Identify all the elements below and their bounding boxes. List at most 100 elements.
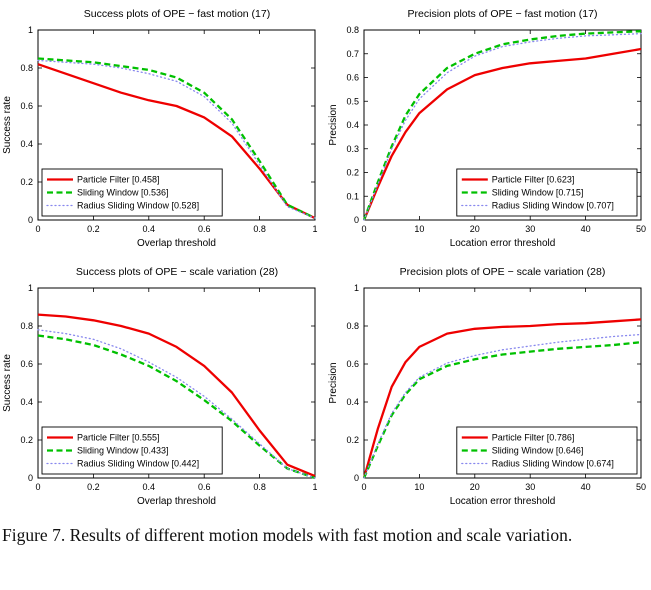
series-line	[362, 318, 642, 479]
y-axis-label: Precision	[328, 104, 339, 145]
y-tick-label: 0.8	[20, 63, 33, 73]
figure-7: Success plots of OPE − fast motion (17) …	[0, 0, 651, 545]
legend-label: Particle Filter [0.458]	[77, 175, 160, 185]
series-line	[362, 30, 642, 221]
y-tick-label: 0	[28, 215, 33, 225]
series-line	[362, 47, 642, 221]
y-tick-label: 1	[28, 283, 33, 293]
series-line	[37, 329, 316, 479]
x-tick-label: 20	[470, 224, 480, 234]
y-tick-label: 0.7	[346, 49, 359, 59]
x-axis-label: Location error threshold	[450, 238, 556, 249]
chart-title-precision-scale-variation: Precision plots of OPE − scale variation…	[399, 266, 606, 278]
y-tick-label: 0.6	[20, 359, 33, 369]
series-line	[363, 333, 642, 479]
y-tick-label: 0	[28, 473, 33, 483]
panel-success-fast-motion: Success plots of OPE − fast motion (17) …	[0, 0, 326, 258]
chart-title-success-fast-motion: Success plots of OPE − fast motion (17)	[83, 8, 271, 20]
x-tick-label: 50	[636, 224, 646, 234]
x-tick-label: 20	[470, 482, 480, 492]
x-tick-label: 10	[414, 482, 424, 492]
y-tick-label: 0.2	[346, 168, 359, 178]
panel-success-scale-variation: Success plots of OPE − scale variation (…	[0, 258, 326, 516]
x-tick-label: 0	[35, 224, 40, 234]
y-tick-label: 0.4	[346, 120, 359, 130]
x-tick-label: 0	[361, 482, 366, 492]
legend-box	[456, 426, 638, 475]
y-tick-label: 0.2	[346, 435, 359, 445]
y-tick-label: 0.2	[20, 435, 33, 445]
plot-canvas-success-scale-variation: 0 0.2 0.4 0.6 0.8 1 0 0.2 0.4 0.6 0.8 1 Overlap thre…	[2, 283, 318, 507]
x-tick-label: 40	[581, 482, 591, 492]
series-line	[362, 341, 642, 479]
legend-label: Sliding Window [0.433]	[77, 446, 169, 456]
x-tick-label: 0.8	[253, 224, 266, 234]
x-tick-label: 30	[525, 482, 535, 492]
y-tick-label: 0.8	[346, 25, 359, 35]
x-tick-label: 0.2	[87, 224, 100, 234]
x-tick-label: 0.8	[253, 482, 266, 492]
x-tick-label: 50	[636, 482, 646, 492]
y-tick-label: 0.2	[20, 177, 33, 187]
y-tick-label: 0.6	[346, 359, 359, 369]
y-tick-label: 1	[28, 25, 33, 35]
y-tick-label: 0.4	[346, 397, 359, 407]
plot-grid: Success plots of OPE − fast motion (17) …	[0, 0, 651, 516]
plot-canvas-precision-scale-variation: 0 10 20 30 40 50 0 0.2 0.4 0.6 0.8 1 Location error …	[328, 283, 646, 507]
y-tick-label: 0	[354, 473, 359, 483]
x-axis-label: Overlap threshold	[137, 238, 216, 249]
y-tick-label: 0.1	[346, 191, 359, 201]
legend-label: Radius Sliding Window [0.674]	[492, 459, 614, 469]
y-tick-label: 0	[354, 215, 359, 225]
plot-canvas-precision-fast-motion: 0 10 20 30 40 50 0 0.1 0.2 0.3 0.4 0.5 0.6 0.7 0.8 Loca…	[328, 25, 646, 249]
x-tick-label: 0	[35, 482, 40, 492]
y-tick-label: 0.8	[346, 321, 359, 331]
series-line	[37, 63, 316, 220]
x-axis-label: Overlap threshold	[137, 496, 216, 507]
panel-precision-scale-variation: Precision plots of OPE − scale variation…	[326, 258, 651, 516]
legend-label: Sliding Window [0.646]	[492, 446, 584, 456]
x-tick-label: 0.6	[198, 224, 211, 234]
x-tick-label: 0.4	[143, 482, 156, 492]
legend-box	[456, 168, 638, 217]
x-tick-label: 0.6	[198, 482, 211, 492]
legend-label: Sliding Window [0.536]	[77, 188, 169, 198]
y-tick-label: 0.6	[346, 73, 359, 83]
y-tick-label: 1	[354, 283, 359, 293]
x-tick-label: 40	[581, 224, 591, 234]
legend-box	[41, 426, 223, 475]
figure-caption: Figure 7. Results of different motion mo…	[2, 525, 573, 545]
x-axis-label: Location error threshold	[450, 496, 556, 507]
legend-box	[41, 168, 223, 217]
x-tick-label: 0	[361, 224, 366, 234]
series-line	[37, 334, 316, 480]
legend-label: Radius Sliding Window [0.707]	[492, 201, 614, 211]
x-tick-label: 0.4	[143, 224, 156, 234]
y-axis-label: Success rate	[2, 354, 13, 412]
legend-label: Radius Sliding Window [0.442]	[77, 459, 199, 469]
plot-canvas-success-fast-motion: 0 0.2 0.4 0.6 0.8 1 0 0.2 0.4 0.6 0.8 1 Overlap thre…	[2, 25, 318, 249]
series-line	[363, 32, 642, 221]
legend-label: Particle Filter [0.555]	[77, 433, 160, 443]
y-axis-label: Success rate	[2, 96, 13, 154]
y-tick-label: 0.5	[346, 96, 359, 106]
legend-label: Particle Filter [0.623]	[492, 175, 575, 185]
x-tick-label: 30	[525, 224, 535, 234]
series-line	[37, 57, 316, 220]
x-tick-label: 10	[414, 224, 424, 234]
y-tick-label: 0.3	[346, 144, 359, 154]
x-tick-label: 1	[312, 482, 317, 492]
y-tick-label: 0.8	[20, 321, 33, 331]
y-tick-label: 0.4	[20, 139, 33, 149]
chart-title-precision-fast-motion: Precision plots of OPE − fast motion (17…	[407, 8, 598, 20]
chart-title-success-scale-variation: Success plots of OPE − scale variation (…	[75, 266, 279, 278]
y-axis-label: Precision	[328, 362, 339, 403]
x-tick-label: 0.2	[87, 482, 100, 492]
series-line	[37, 313, 316, 478]
panel-precision-fast-motion: Precision plots of OPE − fast motion (17…	[326, 0, 651, 258]
legend-label: Sliding Window [0.715]	[492, 188, 584, 198]
legend-label: Particle Filter [0.786]	[492, 433, 575, 443]
x-tick-label: 1	[312, 224, 317, 234]
y-tick-label: 0.6	[20, 101, 33, 111]
legend-label: Radius Sliding Window [0.528]	[77, 201, 199, 211]
